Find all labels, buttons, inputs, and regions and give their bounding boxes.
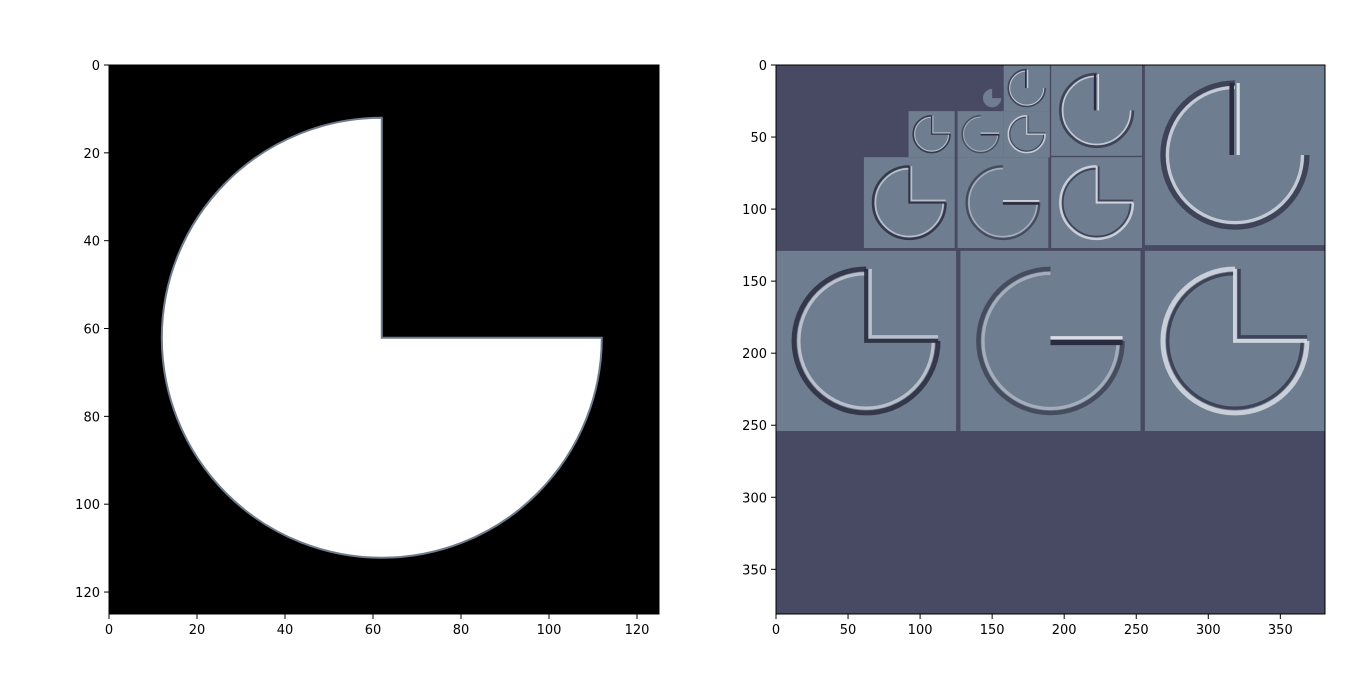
x-tick-label: 80 — [453, 623, 470, 638]
edge-corner-inner — [868, 268, 939, 339]
pyramid-tile — [863, 157, 955, 248]
edge-corner-outer — [1026, 115, 1046, 135]
pyramid-tile — [1051, 157, 1142, 248]
left-image-axes: 0 20 40 60 80 100 120 0 20 40 60 80 100 120 — [75, 59, 660, 638]
x-tick-label: 120 — [625, 623, 650, 638]
tile-background — [1003, 65, 1050, 112]
edge-corner-outer — [1232, 268, 1307, 343]
edge-corner-inner — [1027, 115, 1046, 134]
edge-arc-outer — [912, 114, 951, 154]
edge-corner-inner — [1237, 268, 1307, 339]
edge-corner-outer — [908, 166, 946, 204]
edge-arc-outer — [871, 165, 947, 241]
edge-arc-light — [968, 167, 1038, 238]
edge-arc-inner — [1061, 167, 1132, 238]
y-tick-label: 0 — [759, 59, 767, 74]
edge-corner-outer — [864, 268, 939, 343]
y-tick-label: 120 — [75, 586, 100, 601]
y-tick-label: 300 — [742, 491, 767, 506]
lowpass-shape — [982, 88, 1002, 108]
x-tick-label: 20 — [189, 623, 206, 638]
pacman-shape — [160, 116, 603, 559]
edge-corner-inner — [932, 115, 951, 134]
x-tick-label: 100 — [908, 623, 933, 638]
edge-arc-dark — [965, 165, 1041, 241]
edge-arc-light — [1061, 75, 1132, 146]
x-tick-label: 40 — [277, 623, 294, 638]
axes-frame — [775, 64, 1326, 615]
edge-arc-light — [1009, 70, 1045, 106]
edge-arc-outer — [1007, 114, 1046, 154]
y-tick-label: 200 — [742, 347, 767, 362]
pyramid-tile — [980, 86, 1004, 110]
x-tick-label: 300 — [1196, 623, 1221, 638]
tile-background — [1051, 65, 1142, 156]
pyramid-tile — [908, 111, 955, 158]
pyramid-layer — [776, 65, 1325, 614]
y-tick-label: 20 — [83, 147, 100, 162]
y-tick-label: 50 — [750, 131, 767, 146]
edge-arc-light — [1165, 85, 1305, 225]
edge-arc-inner — [1009, 116, 1045, 152]
y-tick-label: 250 — [742, 419, 767, 434]
x-tick-label: 250 — [1124, 623, 1149, 638]
edge-arc-dark — [1160, 80, 1310, 230]
edge-arc-dark — [1007, 68, 1046, 108]
edge-arc-outer — [1059, 165, 1135, 241]
pyramid-tile — [1003, 65, 1050, 112]
edge-arc-inner — [914, 116, 950, 152]
pyramid-tile — [1144, 65, 1325, 246]
x-tick-label: 150 — [980, 623, 1005, 638]
x-tick-label: 200 — [1052, 623, 1077, 638]
pyramid-tile — [1144, 250, 1325, 431]
edge-arc-inner — [797, 272, 935, 410]
pyramid-tile — [957, 157, 1049, 248]
image-layer — [109, 65, 659, 614]
x-tick-label: 0 — [105, 623, 113, 638]
y-tick-label: 150 — [742, 275, 767, 290]
edge-arc-dark — [976, 266, 1125, 416]
pyramid-tile — [960, 250, 1141, 431]
y-tick-label: 350 — [742, 563, 767, 578]
y-tick-label: 40 — [83, 235, 100, 250]
edge-corner-outer — [931, 115, 951, 135]
pyramid-tile — [957, 111, 1004, 158]
pyramid-tile — [1003, 111, 1050, 158]
tile-background — [1144, 65, 1325, 246]
y-tick-label: 0 — [92, 59, 100, 74]
edge-arc-light — [963, 116, 999, 152]
edge-corner-inner — [910, 166, 946, 202]
right-pyramid-axes: 0 50 100 150 200 250 300 350 0 50 100 150 200 250 300 3… — [742, 59, 1326, 638]
x-tick-label: 0 — [772, 623, 780, 638]
pyramid-tile — [776, 250, 957, 431]
edge-arc-inner — [1166, 272, 1304, 410]
y-tick-label: 60 — [83, 323, 100, 338]
edge-corner-outer — [1095, 166, 1133, 204]
edge-arc-dark — [1059, 72, 1135, 148]
pyramid-tile — [1051, 65, 1142, 156]
x-tick-label: 60 — [365, 623, 382, 638]
axes-frame — [108, 64, 660, 615]
x-tick-label: 350 — [1268, 623, 1293, 638]
x-tick-label: 50 — [840, 623, 857, 638]
edge-corner-inner — [1097, 166, 1133, 202]
edge-arc-light — [981, 271, 1120, 411]
y-tick-label: 80 — [83, 410, 100, 425]
y-tick-label: 100 — [75, 498, 100, 513]
edge-arc-outer — [791, 266, 941, 416]
x-tick-label: 100 — [537, 623, 562, 638]
edge-arc-inner — [874, 167, 944, 238]
edge-arc-outer — [1160, 266, 1310, 416]
y-tick-label: 100 — [742, 203, 767, 218]
edge-arc-dark — [961, 115, 1000, 154]
